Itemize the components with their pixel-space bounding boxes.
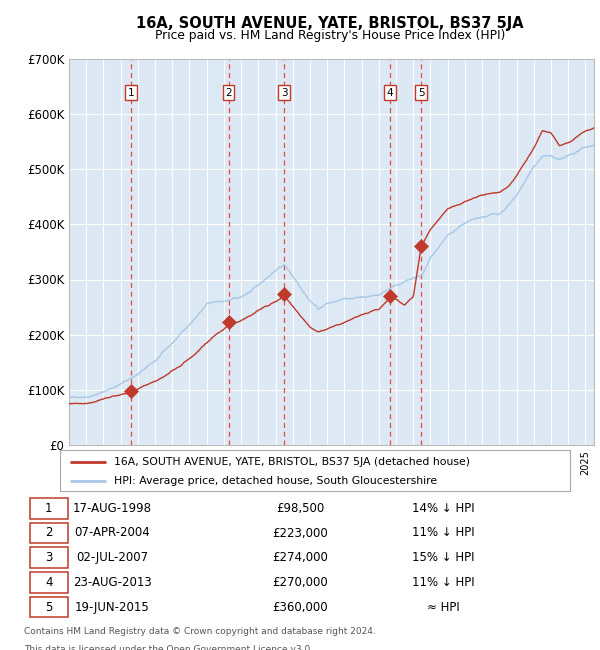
Text: £360,000: £360,000: [272, 601, 328, 614]
Text: 11% ↓ HPI: 11% ↓ HPI: [412, 576, 475, 589]
Text: 11% ↓ HPI: 11% ↓ HPI: [412, 526, 475, 539]
Text: 16A, SOUTH AVENUE, YATE, BRISTOL, BS37 5JA (detached house): 16A, SOUTH AVENUE, YATE, BRISTOL, BS37 5…: [113, 457, 470, 467]
Text: 19-JUN-2015: 19-JUN-2015: [75, 601, 149, 614]
Text: 1: 1: [45, 502, 53, 515]
Text: 1: 1: [128, 88, 134, 97]
Text: 5: 5: [45, 601, 53, 614]
FancyBboxPatch shape: [29, 597, 68, 618]
FancyBboxPatch shape: [29, 547, 68, 568]
Text: 2: 2: [225, 88, 232, 97]
Text: HPI: Average price, detached house, South Gloucestershire: HPI: Average price, detached house, Sout…: [113, 476, 437, 486]
Text: 17-AUG-1998: 17-AUG-1998: [73, 502, 152, 515]
Text: 15% ↓ HPI: 15% ↓ HPI: [412, 551, 475, 564]
FancyBboxPatch shape: [29, 572, 68, 593]
Text: 02-JUL-2007: 02-JUL-2007: [76, 551, 148, 564]
Text: 5: 5: [418, 88, 424, 97]
Text: 3: 3: [45, 551, 53, 564]
Text: £270,000: £270,000: [272, 576, 328, 589]
Text: 23-AUG-2013: 23-AUG-2013: [73, 576, 152, 589]
Text: £274,000: £274,000: [272, 551, 328, 564]
Text: £223,000: £223,000: [272, 526, 328, 539]
Text: This data is licensed under the Open Government Licence v3.0.: This data is licensed under the Open Gov…: [24, 645, 313, 650]
Text: £98,500: £98,500: [276, 502, 324, 515]
Text: Price paid vs. HM Land Registry's House Price Index (HPI): Price paid vs. HM Land Registry's House …: [155, 29, 505, 42]
Text: 3: 3: [281, 88, 287, 97]
Text: ≈ HPI: ≈ HPI: [427, 601, 460, 614]
Text: 4: 4: [386, 88, 393, 97]
FancyBboxPatch shape: [29, 523, 68, 543]
Text: 2: 2: [45, 526, 53, 539]
Text: 07-APR-2004: 07-APR-2004: [74, 526, 150, 539]
Text: Contains HM Land Registry data © Crown copyright and database right 2024.: Contains HM Land Registry data © Crown c…: [24, 627, 376, 636]
Text: 4: 4: [45, 576, 53, 589]
FancyBboxPatch shape: [29, 498, 68, 519]
Text: 16A, SOUTH AVENUE, YATE, BRISTOL, BS37 5JA: 16A, SOUTH AVENUE, YATE, BRISTOL, BS37 5…: [136, 16, 524, 31]
Text: 14% ↓ HPI: 14% ↓ HPI: [412, 502, 475, 515]
